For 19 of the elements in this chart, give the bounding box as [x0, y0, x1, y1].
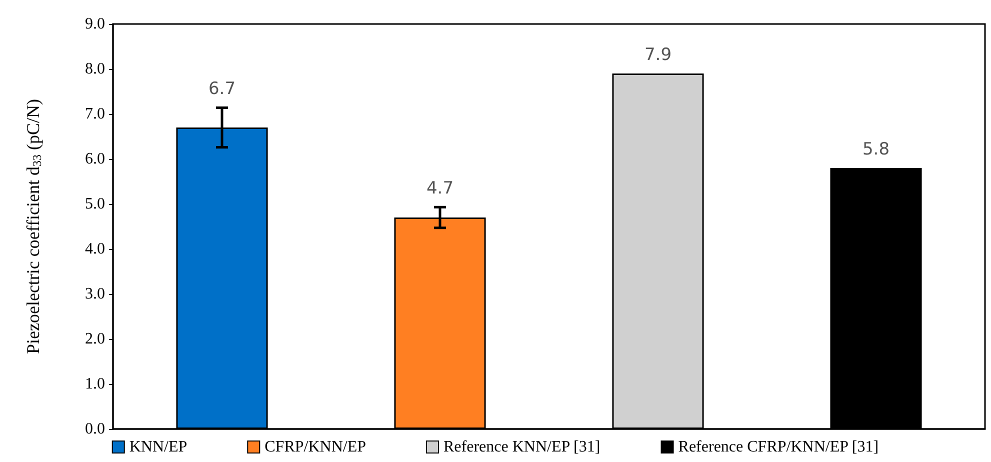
y-tick-label: 0.0: [85, 420, 105, 438]
legend-label: CFRP/KNN/EP: [264, 438, 366, 456]
y-tick-label: 4.0: [85, 240, 105, 258]
y-tick-label: 9.0: [85, 16, 105, 32]
data-label: 4.7: [426, 178, 454, 199]
data-label: 6.7: [208, 79, 236, 100]
legend-label: Reference CFRP/KNN/EP [31]: [678, 438, 879, 456]
y-tick-label: 7.0: [85, 106, 105, 122]
legend-label: Reference KNN/EP [31]: [444, 438, 600, 456]
y-tick-label: 2.0: [85, 330, 105, 348]
y-axis-title: Piezoelectric coefficient d33 (pC/N): [23, 98, 44, 354]
y-tick-label: 1.0: [85, 376, 105, 392]
legend-label: KNN/EP: [129, 438, 188, 456]
y-tick-label: 8.0: [85, 60, 105, 78]
y-tick-label: 5.0: [85, 196, 105, 212]
y-tick-label: 3.0: [85, 286, 105, 302]
y-tick-label: 6.0: [85, 150, 105, 168]
data-label: 7.9: [644, 45, 672, 65]
data-label: 5.8: [862, 140, 890, 160]
